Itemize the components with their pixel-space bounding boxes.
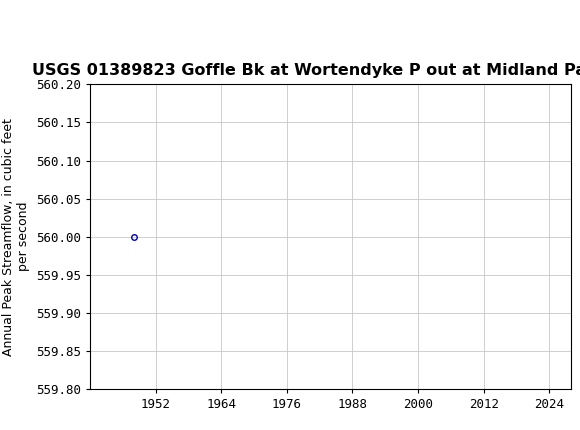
Y-axis label: Annual Peak Streamflow, in cubic feet
per second: Annual Peak Streamflow, in cubic feet pe… <box>2 118 30 356</box>
Title: USGS 01389823 Goffle Bk at Wortendyke P out at Midland Park NJ: USGS 01389823 Goffle Bk at Wortendyke P … <box>32 63 580 77</box>
Text: ≈USGS: ≈USGS <box>3 9 79 28</box>
